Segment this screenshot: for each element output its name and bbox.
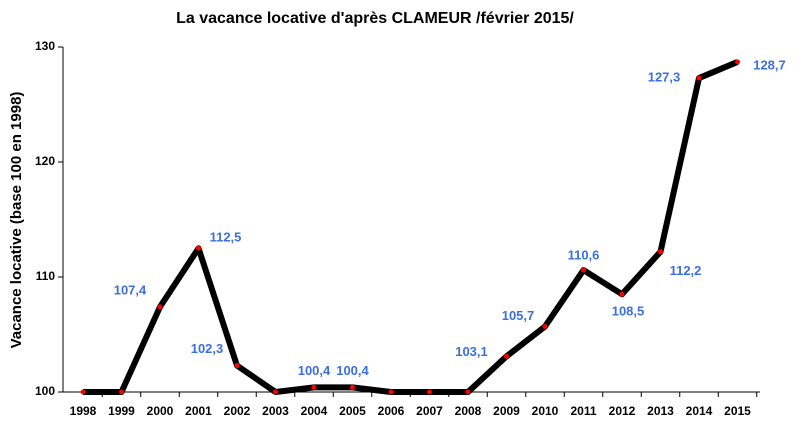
marker — [350, 384, 355, 390]
marker — [196, 245, 201, 251]
marker — [157, 304, 163, 310]
x-tick-label: 2002 — [224, 404, 251, 418]
line — [83, 59, 739, 395]
x-tick-label: 2014 — [686, 404, 713, 418]
marker — [542, 323, 548, 329]
x-tick-label: 2011 — [570, 404, 596, 418]
x-tick-label: 2000 — [147, 404, 174, 418]
x-tick-label: 2013 — [647, 404, 674, 418]
value-label: 105,7 — [502, 308, 535, 323]
value-label: 107,4 — [114, 282, 147, 297]
x-tick-label: 2005 — [339, 404, 366, 418]
x-tick-label: 1999 — [108, 404, 135, 418]
marker — [427, 389, 432, 395]
x-tick-label: 2004 — [301, 404, 328, 418]
marker — [581, 267, 586, 273]
value-label: 128,7 — [753, 57, 786, 72]
marker — [619, 291, 625, 297]
x-tick-label: 2009 — [493, 404, 520, 418]
y-tick-label: 110 — [36, 269, 56, 283]
x-tick-label: 1998 — [70, 404, 97, 418]
x-tick-label: 2015 — [724, 404, 751, 418]
value-label: 103,1 — [455, 344, 488, 359]
x-tick-label: 2001 — [185, 404, 212, 418]
marker — [735, 59, 740, 65]
marker — [696, 75, 702, 81]
x-tick-label: 2006 — [378, 404, 405, 418]
y-tick-label: 130 — [35, 39, 55, 53]
value-label: 108,5 — [612, 304, 645, 319]
chart-title: La vacance locative d'après CLAMEUR /fév… — [176, 10, 574, 27]
value-label: 100,4 — [336, 363, 369, 378]
marker — [119, 389, 124, 395]
value-label: 127,3 — [648, 69, 681, 84]
marker — [504, 353, 509, 359]
value-label: 100,4 — [298, 363, 331, 378]
x-tick-label: 2008 — [455, 404, 482, 418]
value-label: 112,5 — [210, 230, 242, 245]
marker — [388, 389, 394, 395]
x-tick-label: 2012 — [609, 404, 636, 418]
marker — [234, 363, 240, 369]
x-tick-label: 2007 — [416, 404, 443, 418]
marker — [465, 389, 471, 395]
marker — [311, 384, 317, 390]
value-label: 102,3 — [191, 341, 224, 356]
marker — [80, 389, 86, 395]
marker — [273, 389, 278, 395]
value-label: 110,6 — [568, 248, 600, 263]
x-tick-label: 2003 — [262, 404, 289, 418]
y-axis-label: Vacance locative (base 100 en 1998) — [8, 92, 25, 349]
y-tick-label: 120 — [35, 154, 55, 168]
y-tick-label: 100 — [35, 384, 55, 398]
value-label: 112,2 — [670, 263, 702, 278]
x-tick-label: 2010 — [532, 404, 559, 418]
marker — [658, 249, 663, 255]
